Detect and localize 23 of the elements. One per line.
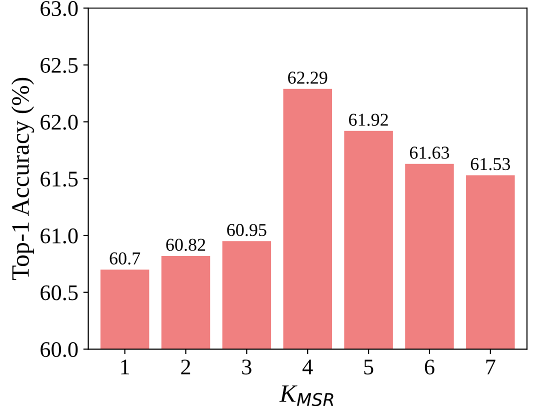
- x-tick-label: 4: [302, 360, 313, 374]
- x-tick-label: 3: [242, 360, 252, 375]
- data-label: 61.53: [470, 158, 510, 170]
- y-axis-title: Top-1 Accuracy (%): [11, 78, 34, 280]
- data-label: 61.92: [349, 114, 388, 126]
- y-tick-label: 63.0: [40, 1, 78, 16]
- y-tick-label: 60.0: [40, 342, 78, 358]
- y-tick-label: 61.0: [40, 228, 78, 244]
- data-label: 60.7: [110, 252, 140, 265]
- y-tick-label: 62.5: [40, 58, 78, 73]
- x-tick-label: 6: [424, 360, 434, 375]
- data-label: 62.29: [288, 72, 328, 84]
- x-tick-label: 2: [181, 360, 190, 374]
- data-label: 60.95: [227, 224, 266, 236]
- y-tick-label: 62.0: [40, 114, 78, 130]
- data-label: 60.82: [166, 238, 206, 251]
- data-label: 61.63: [410, 146, 450, 159]
- x-tick-label: 5: [364, 360, 374, 375]
- x-tick-label: 7: [486, 360, 496, 374]
- x-axis-title: K$_{MSR}$: [279, 385, 334, 406]
- x-tick-label: 1: [121, 360, 130, 374]
- y-tick-label: 61.5: [40, 172, 78, 187]
- y-tick-label: 60.5: [40, 285, 78, 300]
